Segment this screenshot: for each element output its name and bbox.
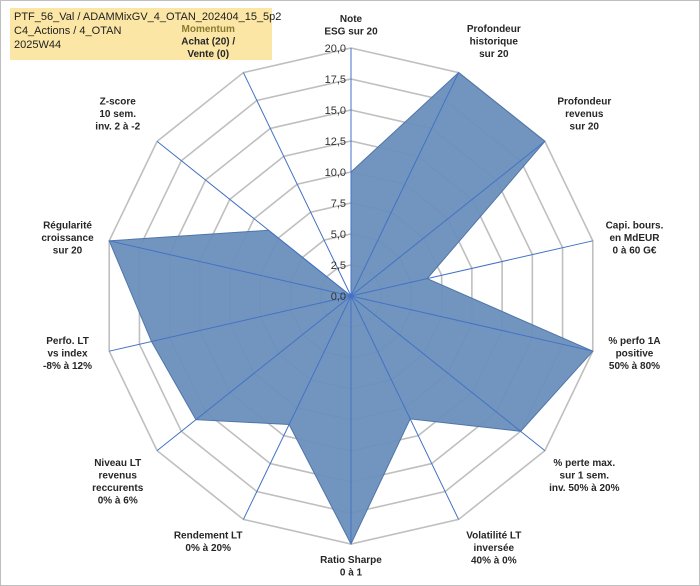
chart-title-box: PTF_56_Val / ADAMMixGV_4_OTAN_202404_15_… (10, 8, 282, 60)
axis-spoke (156, 140, 352, 297)
axis-spoke (109, 295, 352, 352)
tick-label: 0,0 (331, 291, 346, 303)
axis-label: Volatilité LT inversée 40% à 0% (466, 530, 521, 566)
axis-spoke (350, 72, 460, 297)
axis-label: Régularité croissance sur 20 (41, 220, 94, 256)
axis-spoke (350, 295, 546, 452)
axis-label: % perfo 1A positive 50% à 80% (608, 336, 660, 372)
axis-spoke (242, 295, 352, 520)
title-line-portfolio: PTF_56_Val / ADAMMixGV_4_OTAN_202404_15_… (14, 11, 282, 23)
axis-label: Capi. bours. en MdEUR 0 à 60 G€ (606, 220, 664, 256)
tick-label: 10,0 (325, 167, 346, 179)
axis-spoke (242, 72, 352, 297)
title-line-week: 2025W44 (14, 39, 62, 51)
axis-spoke (350, 240, 593, 297)
axis-label: Note ESG sur 20 (324, 14, 378, 38)
tick-label: 12,5 (325, 136, 346, 148)
axis-label: Z-score 10 sem. inv. 2 à -2 (95, 96, 140, 132)
axis-spoke (109, 240, 352, 297)
axis-spoke (156, 295, 352, 452)
axis-label: % perte max. sur 1 sem. inv. 50% à 20% (549, 458, 620, 494)
axis-spoke (350, 140, 546, 297)
tick-label: 5,0 (331, 229, 346, 241)
axis-label: Ratio Sharpe 0 à 1 (320, 555, 382, 579)
axis-spoke (350, 295, 593, 352)
tick-label: 20,0 (325, 43, 346, 55)
tick-label: 2,5 (331, 260, 346, 272)
title-line-category: C4_Actions / 4_OTAN (14, 25, 122, 37)
axis-spoke (350, 295, 460, 520)
tick-label: 7,5 (331, 198, 346, 210)
axis-label: Profondeur historique sur 20 (467, 24, 521, 60)
axis-label: Momentum Achat (20) / Vente (0) (181, 24, 235, 60)
axis-label: Rendement LT 0% à 20% (174, 530, 243, 554)
tick-label: 15,0 (325, 105, 346, 117)
axis-label: Niveau LT revenus reccurents 0% à 6% (92, 458, 144, 507)
axis-label: Profondeur revenus sur 20 (557, 96, 611, 132)
axis-label: Perfo. LT vs index -8% à 12% (43, 336, 92, 372)
tick-label: 17,5 (325, 74, 346, 86)
